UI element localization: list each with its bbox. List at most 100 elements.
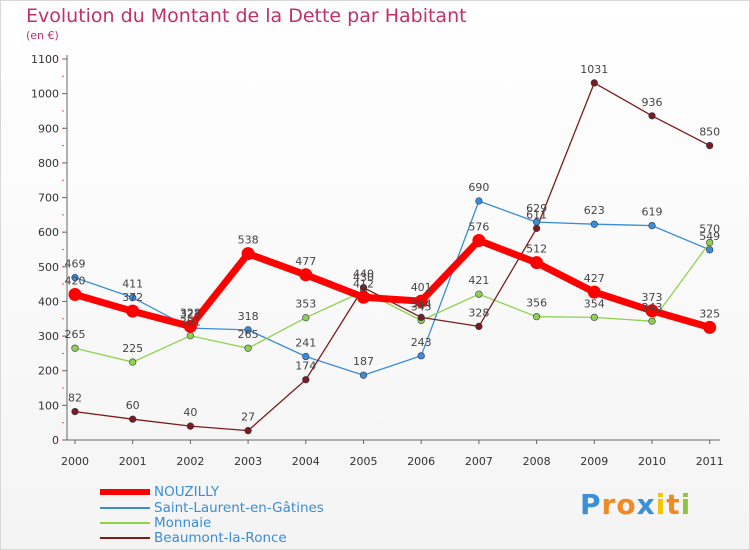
logo-letter: i	[655, 488, 667, 521]
data-point	[530, 256, 544, 270]
data-label: 576	[468, 220, 489, 233]
x-tick-label: 2004	[292, 455, 320, 468]
logo-letter: x	[636, 488, 656, 521]
legend-swatch	[100, 507, 150, 509]
data-label: 265	[238, 328, 259, 341]
data-label: 241	[295, 337, 316, 350]
data-point	[645, 304, 659, 318]
chart-title: Evolution du Montant de la Dette par Hab…	[26, 5, 467, 27]
data-points	[68, 79, 717, 435]
data-point	[126, 304, 140, 318]
legend-item-monnaie: Monnaie	[100, 515, 211, 531]
legend-swatch	[100, 537, 150, 539]
data-point	[590, 313, 598, 321]
data-label: 538	[238, 234, 259, 247]
legend-swatch	[100, 522, 150, 524]
x-tick-label: 2010	[638, 455, 666, 468]
logo-letter: i	[680, 488, 692, 521]
data-point	[186, 332, 194, 340]
y-tick-label: 200	[38, 365, 59, 378]
legend-swatch	[100, 489, 150, 495]
logo-letter: r	[601, 488, 617, 521]
data-point	[244, 326, 252, 334]
data-point	[357, 290, 370, 304]
logo-letter: t	[666, 488, 681, 521]
y-tick-label: 600	[38, 226, 59, 239]
data-label: 469	[65, 258, 86, 271]
y-tick-label: 500	[38, 261, 59, 274]
data-label: 372	[122, 291, 143, 304]
data-label: 82	[68, 392, 82, 405]
x-tick-label: 2005	[350, 455, 378, 468]
data-label: 328	[468, 306, 489, 319]
data-label: 174	[295, 360, 316, 373]
data-point	[417, 313, 425, 321]
data-label: 421	[468, 274, 489, 287]
x-tick-label: 2007	[465, 455, 493, 468]
data-point	[706, 141, 714, 150]
data-label: 345	[411, 301, 432, 314]
logo-letter: o	[616, 488, 637, 521]
data-point	[71, 407, 79, 416]
data-point	[706, 238, 714, 247]
data-label: 328	[180, 306, 201, 319]
data-point	[648, 317, 656, 325]
data-label: 690	[468, 181, 489, 194]
data-point	[71, 344, 79, 352]
series-line-0	[71, 237, 714, 331]
data-label: 570	[699, 223, 720, 236]
data-point	[590, 79, 598, 87]
data-label: 373	[642, 291, 663, 304]
y-tick-label: 700	[38, 192, 59, 205]
data-point	[475, 197, 483, 205]
x-tick-label: 2011	[696, 455, 724, 468]
x-tick-label: 2000	[61, 455, 89, 468]
data-label: 187	[353, 355, 374, 368]
proxiti-logo: Proxiti	[580, 488, 691, 521]
y-tick-label: 1000	[31, 88, 59, 101]
data-point	[359, 371, 368, 379]
legend-item-beaumont: Beaumont-la-Ronce	[100, 530, 287, 546]
data-label: 243	[411, 336, 432, 349]
data-point	[532, 313, 541, 321]
data-label: 40	[183, 406, 197, 419]
x-tick-label: 2008	[523, 455, 551, 468]
x-tick-label: 2001	[119, 455, 147, 468]
logo-letter: P	[580, 488, 602, 521]
data-point	[186, 422, 194, 430]
data-label: 430	[353, 271, 374, 284]
axes: 0 100 200 300 400 500 600 700 800 900 1000 1100 2000…	[31, 53, 724, 468]
x-tick-label: 2009	[580, 455, 608, 468]
data-point	[648, 222, 656, 230]
data-label: 427	[584, 272, 605, 285]
data-point	[241, 247, 255, 261]
data-label: 477	[295, 255, 316, 268]
legend-item-saint-laurent: Saint-Laurent-en-Gâtines	[100, 500, 324, 516]
data-label: 512	[526, 243, 547, 256]
data-label: 354	[584, 297, 605, 310]
data-point	[417, 352, 425, 360]
chart-subtitle: (en €)	[26, 29, 59, 42]
data-label: 323	[180, 308, 201, 321]
data-point	[703, 320, 717, 334]
y-tick-label: 900	[38, 122, 59, 135]
series-line-2	[74, 241, 711, 363]
line-chart: 0 100 200 300 400 500 600 700 800 900 1000 1100 2000…	[31, 53, 724, 468]
data-point	[475, 322, 483, 330]
data-label: 265	[65, 328, 86, 341]
data-label: 412	[353, 277, 374, 290]
legend-label: Saint-Laurent-en-Gâtines	[154, 500, 324, 516]
data-point	[532, 224, 541, 232]
data-point	[587, 285, 601, 299]
data-label: 619	[642, 206, 663, 219]
data-point	[244, 344, 252, 352]
y-tick-label: 100	[38, 399, 59, 412]
data-point	[68, 288, 82, 302]
data-label: 325	[699, 307, 720, 320]
data-point	[71, 273, 79, 282]
data-label: 850	[699, 126, 720, 139]
data-label: 27	[241, 411, 255, 424]
y-tick-label: 800	[38, 157, 59, 170]
data-label: 401	[411, 281, 432, 294]
